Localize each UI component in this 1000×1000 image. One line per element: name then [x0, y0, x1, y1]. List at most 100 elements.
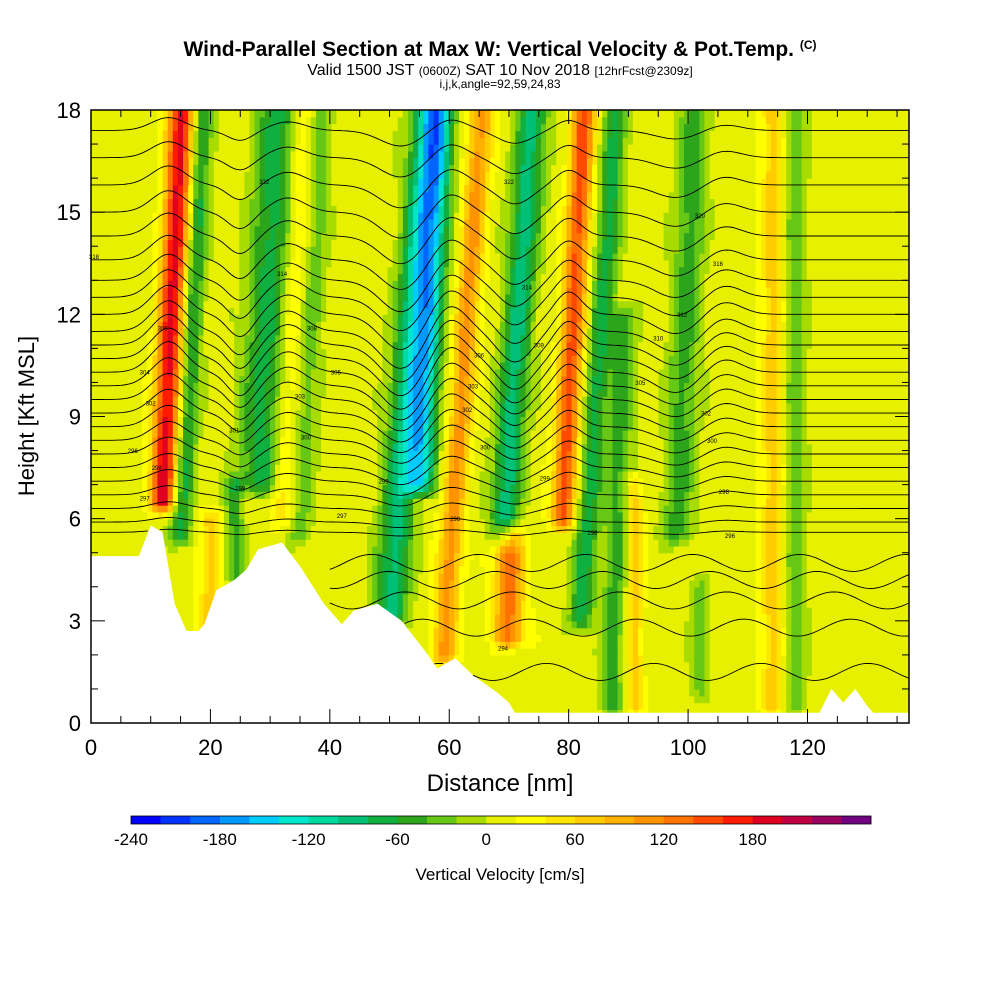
velocity-cell [218, 539, 225, 547]
velocity-cell [407, 191, 414, 200]
velocity-cell [326, 348, 384, 356]
velocity-cell [152, 491, 159, 499]
velocity-cell [561, 355, 568, 363]
velocity-cell [755, 627, 767, 636]
velocity-cell [177, 416, 184, 424]
velocity-cell [459, 614, 465, 622]
velocity-cell [484, 355, 491, 363]
velocity-cell [755, 259, 762, 268]
velocity-cell [551, 477, 557, 486]
velocity-cell [448, 477, 460, 486]
velocity-cell [377, 532, 384, 540]
velocity-cell [91, 184, 159, 193]
velocity-cell [188, 409, 194, 418]
velocity-cell [177, 498, 189, 506]
velocity-cell [678, 362, 690, 370]
velocity-cell [305, 525, 312, 533]
velocity-cell [453, 396, 460, 404]
velocity-cell [162, 253, 169, 261]
velocity-cell [566, 287, 573, 295]
velocity-cell [392, 402, 399, 411]
velocity-cell [275, 430, 281, 438]
velocity-cell [290, 396, 302, 404]
velocity-cell [239, 552, 245, 561]
velocity-cell [167, 470, 174, 479]
velocity-cell [305, 293, 322, 302]
velocity-cell [157, 470, 169, 479]
velocity-cell [377, 477, 384, 486]
velocity-cell [689, 430, 695, 438]
velocity-cell [765, 362, 777, 370]
velocity-cell [663, 450, 670, 458]
velocity-cell [525, 464, 532, 472]
velocity-cell [556, 259, 562, 268]
velocity-cell [678, 375, 690, 384]
velocity-cell [525, 382, 532, 390]
velocity-cell [561, 477, 568, 486]
velocity-cell [423, 539, 430, 547]
velocity-cell [448, 525, 455, 533]
velocity-cell [597, 273, 603, 281]
velocity-cell [602, 232, 608, 241]
velocity-cell [183, 464, 189, 472]
velocity-cell [597, 212, 603, 220]
velocity-cell [765, 566, 777, 574]
velocity-cell [413, 355, 430, 363]
velocity-cell [755, 198, 762, 206]
velocity-cell [566, 566, 573, 574]
velocity-cell [387, 545, 394, 554]
velocity-cell [183, 232, 189, 241]
velocity-cell [336, 225, 399, 234]
velocity-cell [632, 627, 639, 636]
velocity-cell [469, 477, 481, 486]
velocity-cell [407, 532, 414, 540]
velocity-cell [254, 416, 266, 424]
velocity-cell [438, 205, 445, 213]
velocity-cell [525, 355, 532, 363]
velocity-cell [167, 368, 174, 377]
velocity-cell [684, 382, 695, 390]
velocity-cell [566, 498, 573, 506]
velocity-cell [413, 293, 419, 302]
velocity-cell [453, 389, 460, 397]
velocity-cell [500, 586, 506, 595]
velocity-cell [172, 518, 179, 527]
velocity-cell [443, 355, 450, 363]
velocity-cell [694, 573, 711, 581]
velocity-cell [167, 259, 174, 268]
velocity-cell [586, 389, 593, 397]
velocity-cell [781, 402, 787, 411]
velocity-cell [402, 450, 409, 458]
velocity-cell [198, 212, 205, 220]
velocity-cell [428, 232, 435, 241]
velocity-cell [469, 464, 476, 472]
velocity-cell [678, 184, 685, 193]
velocity-cell [617, 688, 624, 697]
velocity-cell [525, 627, 537, 636]
velocity-cell [305, 212, 312, 220]
velocity-cell [183, 368, 189, 377]
velocity-cell [331, 239, 394, 247]
velocity-cell [305, 539, 368, 547]
velocity-cell [540, 293, 557, 302]
velocity-cell [428, 545, 440, 554]
velocity-cell [91, 321, 153, 329]
velocity-cell [198, 368, 210, 377]
velocity-cell [484, 579, 491, 588]
velocity-cell [239, 239, 251, 247]
velocity-cell [264, 191, 281, 200]
velocity-cell [305, 355, 317, 363]
velocity-cell [172, 416, 179, 424]
velocity-cell [464, 620, 486, 629]
velocity-cell [617, 654, 624, 663]
velocity-cell [694, 450, 700, 458]
velocity-cell [402, 470, 409, 479]
velocity-cell [254, 300, 261, 309]
velocity-cell [699, 307, 706, 315]
velocity-cell [586, 355, 593, 363]
velocity-cell [689, 532, 695, 540]
velocity-cell [678, 307, 695, 315]
velocity-cell [663, 457, 670, 465]
velocity-cell [515, 566, 522, 574]
velocity-cell [699, 212, 706, 220]
